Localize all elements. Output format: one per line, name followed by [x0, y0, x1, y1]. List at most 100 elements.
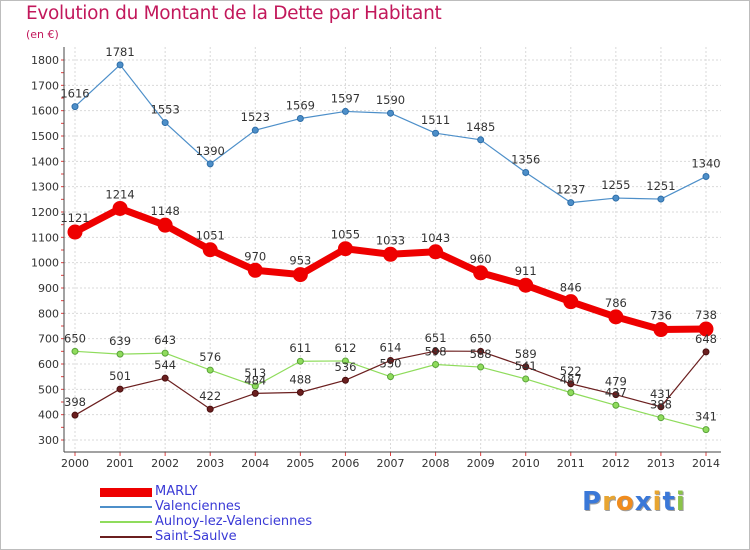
y-tick-label: 600 — [38, 358, 59, 371]
legend-swatch — [100, 506, 152, 508]
data-label: 501 — [109, 369, 131, 383]
data-label: 1590 — [376, 93, 405, 107]
data-label: 970 — [244, 249, 266, 263]
data-point — [157, 217, 173, 233]
data-label: 1251 — [646, 179, 675, 193]
data-label: 1511 — [421, 113, 450, 127]
x-tick-label: 2000 — [61, 457, 89, 470]
y-tick-label: 1300 — [31, 181, 59, 194]
data-point — [608, 309, 624, 325]
data-label: 1553 — [151, 103, 180, 117]
data-label: 1356 — [511, 152, 540, 166]
data-point — [296, 388, 304, 396]
y-axis-unit-label: (en €) — [26, 28, 59, 41]
data-label: 431 — [650, 387, 672, 401]
data-label: 1237 — [556, 183, 585, 197]
data-point — [67, 224, 83, 240]
y-tick-label: 1400 — [31, 155, 59, 168]
data-label: 643 — [154, 333, 176, 347]
x-tick-label: 2003 — [196, 457, 224, 470]
y-tick-label: 1700 — [31, 79, 59, 92]
logo-letter: x — [634, 487, 653, 517]
data-point — [653, 322, 669, 338]
data-point — [341, 107, 349, 115]
data-point — [473, 265, 489, 281]
legend-item: Aulnoy-lez-Valenciennes — [100, 514, 400, 529]
x-tick-label: 2013 — [647, 457, 675, 470]
data-point — [206, 366, 214, 374]
data-label: 1523 — [241, 110, 270, 124]
data-label: 1214 — [105, 187, 134, 201]
data-label: 911 — [515, 264, 537, 278]
data-label: 1255 — [601, 178, 630, 192]
data-point — [612, 194, 620, 202]
data-label: 398 — [64, 395, 86, 409]
legend-label: Saint-Saulve — [155, 529, 237, 544]
data-label: 484 — [244, 373, 266, 387]
x-tick-label: 2001 — [106, 457, 134, 470]
data-point — [567, 380, 575, 388]
data-point — [202, 242, 218, 258]
data-label: 738 — [695, 308, 717, 322]
data-point — [477, 347, 485, 355]
data-label: 611 — [289, 341, 311, 355]
logo-letter: P — [582, 487, 603, 517]
data-point — [657, 195, 665, 203]
x-tick-label: 2014 — [692, 457, 720, 470]
legend-swatch — [100, 521, 152, 523]
data-labels: 1616 1781 1553 1390 1523 1569 1597 1590 1511 1485… — [60, 45, 720, 424]
y-tick-label: 400 — [38, 409, 59, 422]
y-tick-label: 1000 — [31, 257, 59, 270]
data-label: 598 — [425, 345, 447, 359]
x-tick-label: 2004 — [241, 457, 269, 470]
data-point — [567, 389, 575, 397]
y-tick-label: 800 — [38, 307, 59, 320]
logo-letter: o — [615, 487, 635, 517]
y-tick-label: 300 — [38, 434, 59, 447]
data-point — [116, 385, 124, 393]
data-label: 479 — [605, 375, 627, 389]
data-point — [341, 357, 349, 365]
grid-lines — [64, 47, 721, 452]
data-label: 541 — [515, 359, 537, 373]
y-tick-label: 1200 — [31, 206, 59, 219]
data-label: 612 — [334, 341, 356, 355]
data-point — [522, 375, 530, 383]
legend-item: Saint-Saulve — [100, 529, 400, 544]
data-label: 513 — [244, 366, 266, 380]
data-label: 341 — [695, 410, 717, 424]
data-label: 1781 — [105, 45, 134, 59]
data-point — [206, 160, 214, 168]
data-label: 786 — [605, 296, 627, 310]
data-label: 648 — [695, 332, 717, 346]
data-point — [161, 374, 169, 382]
data-point — [292, 267, 308, 283]
data-point — [702, 426, 710, 434]
y-tick-label: 500 — [38, 383, 59, 396]
data-point — [698, 321, 714, 337]
data-point — [251, 126, 259, 134]
data-label: 1485 — [466, 120, 495, 134]
x-tick-label: 2002 — [151, 457, 179, 470]
logo-letter: t — [662, 487, 676, 517]
legend-label: MARLY — [155, 484, 198, 499]
data-label: 650 — [470, 331, 492, 345]
logo-letter: i — [652, 487, 663, 517]
data-point — [247, 262, 263, 278]
data-label: 614 — [380, 340, 402, 354]
data-point — [657, 414, 665, 422]
data-point — [387, 356, 394, 364]
data-label: 422 — [199, 389, 221, 403]
y-tick-label: 700 — [38, 333, 59, 346]
legend-label: Valenciennes — [155, 499, 241, 514]
y-tick-label: 1600 — [31, 105, 59, 118]
x-tick-label: 2007 — [377, 457, 405, 470]
data-point — [71, 411, 79, 419]
data-label: 846 — [560, 281, 582, 295]
data-label: 953 — [289, 254, 311, 268]
data-point — [702, 348, 710, 356]
data-label: 1569 — [286, 99, 315, 113]
x-tick-label: 2008 — [422, 457, 450, 470]
data-point — [477, 136, 485, 144]
chart-title: Evolution du Montant de la Dette par Hab… — [26, 3, 442, 24]
